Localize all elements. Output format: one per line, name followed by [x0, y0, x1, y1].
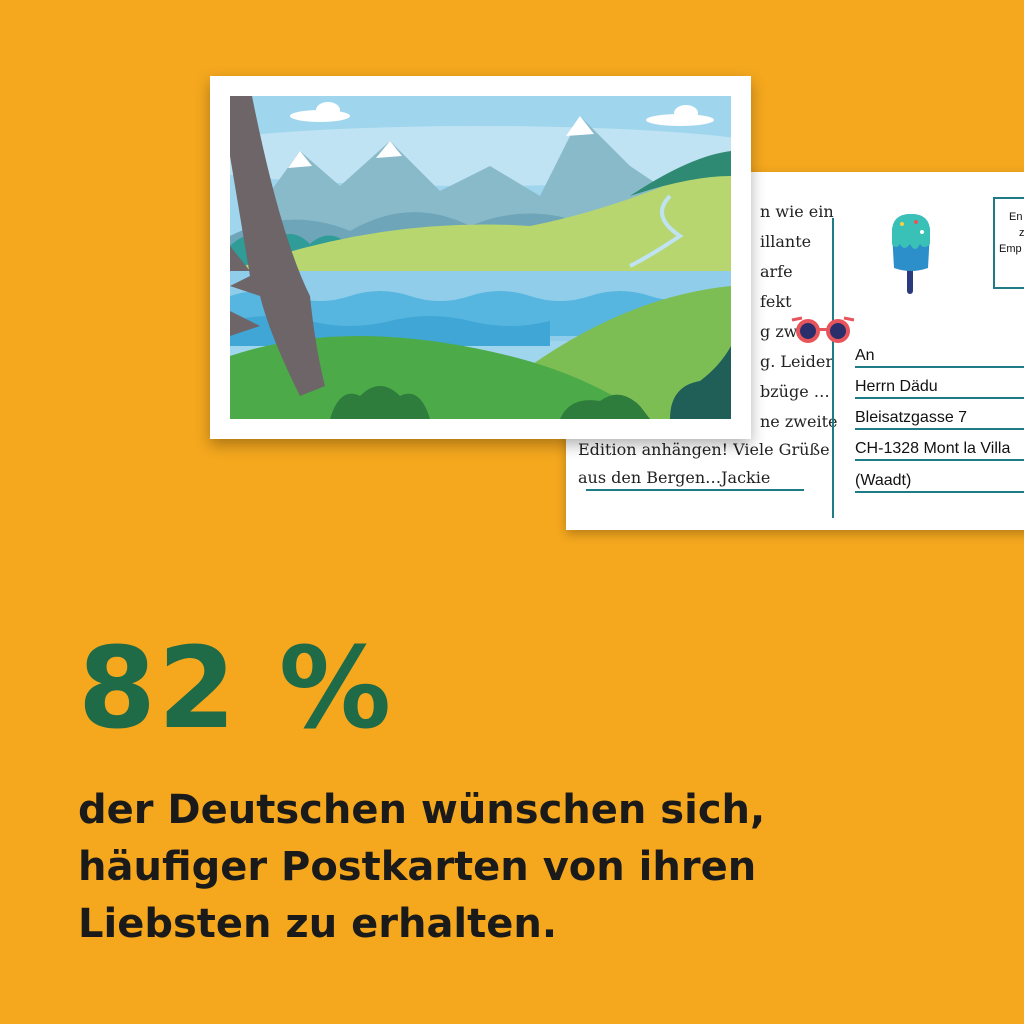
- address-rule: [855, 428, 1024, 430]
- postcard-front: [210, 76, 751, 439]
- message-line: fekt: [760, 292, 792, 311]
- message-line: aus den Bergen…Jackie: [578, 468, 771, 487]
- stat-text-line: Liebsten zu erhalten.: [78, 901, 558, 947]
- address-label: An: [855, 347, 875, 364]
- message-line: arfe: [760, 262, 793, 281]
- sunglasses-icon: [791, 316, 855, 343]
- address-line: Herrn Dädu: [855, 378, 938, 395]
- message-rule: [586, 489, 804, 491]
- stamp-text: En: [1009, 211, 1023, 223]
- message-line: ne zweite: [760, 412, 838, 431]
- message-line: n wie ein: [760, 202, 834, 221]
- address-line: Bleisatzgasse 7: [855, 409, 968, 426]
- message-line: Edition anhängen! Viele Grüße: [578, 440, 830, 459]
- postcard-divider: [832, 218, 834, 518]
- address-rule: [855, 397, 1024, 399]
- stat-description: der Deutschen wünschen sich, häufiger Po…: [78, 782, 838, 953]
- landscape-illustration: [230, 96, 731, 419]
- address-rule: [855, 459, 1024, 461]
- stamp-text: Emp: [999, 243, 1022, 255]
- address-rule: [855, 366, 1024, 368]
- address-line: CH-1328 Mont la Villa: [855, 440, 1011, 457]
- popsicle-icon: [892, 214, 930, 294]
- stamp-text: z: [1019, 227, 1024, 239]
- message-line: illante: [760, 232, 812, 251]
- stat-number: 82 %: [78, 624, 394, 754]
- message-line: bzüge …: [760, 382, 830, 401]
- stamp-box: En z Emp: [993, 197, 1024, 289]
- stat-text-line: häufiger Postkarten von ihren: [78, 844, 757, 890]
- address-rule: [855, 491, 1024, 493]
- address-line: (Waadt): [855, 472, 912, 489]
- message-line: g. Leider: [760, 352, 833, 371]
- stat-text-line: der Deutschen wünschen sich,: [78, 787, 766, 833]
